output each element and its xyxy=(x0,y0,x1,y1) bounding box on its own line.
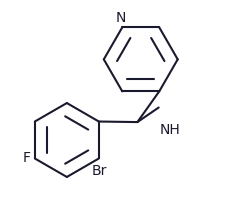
Text: N: N xyxy=(115,11,125,25)
Text: Br: Br xyxy=(91,164,106,178)
Text: NH: NH xyxy=(159,123,180,137)
Text: F: F xyxy=(22,151,30,166)
